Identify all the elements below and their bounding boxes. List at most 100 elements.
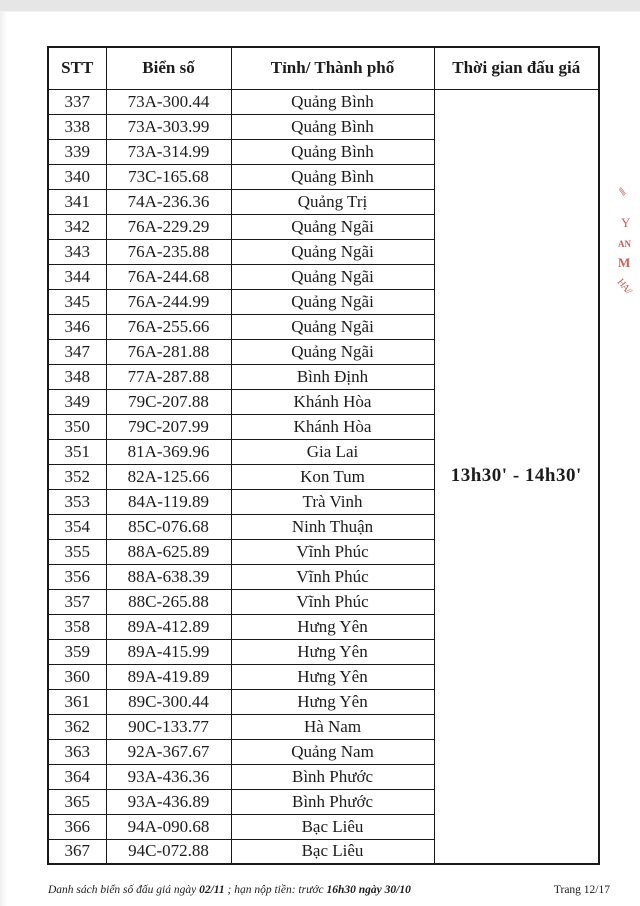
footer-note: Danh sách biển số đấu giá ngày 02/11 ; h…	[48, 884, 411, 896]
scan-edge-left	[0, 12, 7, 906]
row-number-cell: 365	[47, 788, 107, 815]
table-header: STT Biển số Tỉnh/ Thành phố Thời gian đấ…	[47, 46, 600, 90]
row-number-cell: 352	[47, 463, 107, 490]
table-row: 366 94A-090.68 Bạc Liêu	[47, 813, 599, 840]
plate-cell: 94C-072.88	[105, 838, 232, 865]
row-number-cell: 345	[47, 288, 107, 315]
row-number-cell: 363	[47, 738, 107, 765]
row-number-cell: 357	[47, 588, 107, 615]
province-cell: Kon Tum	[230, 463, 435, 490]
table-row: 352 82A-125.66 Kon Tum	[47, 463, 599, 490]
row-number-cell: 361	[47, 688, 107, 715]
table-row: 367 94C-072.88 Bạc Liêu	[47, 838, 599, 865]
table-row: 347 76A-281.88 Quảng Ngãi	[47, 338, 599, 365]
province-cell: Bình Phước	[230, 763, 435, 790]
row-number-cell: 362	[47, 713, 107, 740]
plate-cell: 88C-265.88	[105, 588, 232, 615]
table-row: 346 76A-255.66 Quảng Ngãi	[47, 313, 599, 340]
province-cell: Quảng Ngãi	[230, 288, 435, 315]
plate-cell: 84A-119.89	[105, 488, 232, 515]
province-cell: Khánh Hòa	[230, 413, 435, 440]
plate-cell: 89A-415.99	[105, 638, 232, 665]
plate-cell: 85C-076.68	[105, 513, 232, 540]
stamp-letter: Y	[621, 215, 631, 230]
table-row: 356 88A-638.39 Vĩnh Phúc	[47, 563, 599, 590]
plate-cell: 76A-229.29	[105, 213, 232, 240]
stamp-letter: AN	[618, 239, 631, 249]
row-number-cell: 367	[47, 838, 107, 865]
province-cell: Quảng Trị	[230, 188, 435, 215]
table-row: 363 92A-367.67 Quảng Nam	[47, 738, 599, 765]
row-number-cell: 349	[47, 388, 107, 415]
table-row: 365 93A-436.89 Bình Phước	[47, 788, 599, 815]
row-number-cell: 348	[47, 363, 107, 390]
row-number-cell: 355	[47, 538, 107, 565]
row-number-cell: 360	[47, 663, 107, 690]
header-stt: STT	[47, 46, 107, 90]
province-cell: Quảng Bình	[230, 163, 435, 190]
row-number-cell: 338	[47, 113, 107, 140]
province-cell: Trà Vinh	[230, 488, 435, 515]
row-number-cell: 356	[47, 563, 107, 590]
row-number-cell: 339	[47, 138, 107, 165]
province-cell: Vĩnh Phúc	[230, 588, 435, 615]
header-auction-time: Thời gian đấu giá	[433, 46, 600, 90]
footer-note-text: ; hạn nộp tiền: trước	[224, 884, 327, 896]
table-row: 344 76A-244.68 Quảng Ngãi	[47, 263, 599, 290]
auction-time-cell: 13h30' - 14h30'	[433, 88, 600, 865]
plate-cell: 89C-300.44	[105, 688, 232, 715]
province-cell: Hưng Yên	[230, 688, 435, 715]
province-cell: Quảng Nam	[230, 738, 435, 765]
stamp-hatch-top: ///	[614, 186, 629, 198]
province-cell: Hưng Yên	[230, 638, 435, 665]
table-row: 353 84A-119.89 Trà Vinh	[47, 488, 599, 515]
table-row: 345 76A-244.99 Quảng Ngãi	[47, 288, 599, 315]
auction-table: STT Biển số Tỉnh/ Thành phố Thời gian đấ…	[47, 46, 600, 865]
row-number-cell: 337	[47, 88, 107, 115]
province-cell: Khánh Hòa	[230, 388, 435, 415]
table-row: 339 73A-314.99 Quảng Bình	[47, 138, 599, 165]
province-cell: Hưng Yên	[230, 613, 435, 640]
row-number-cell: 340	[47, 163, 107, 190]
plate-cell: 77A-287.88	[105, 363, 232, 390]
scan-edge-top	[0, 0, 640, 12]
plate-cell: 74A-236.36	[105, 188, 232, 215]
province-cell: Vĩnh Phúc	[230, 563, 435, 590]
province-cell: Quảng Ngãi	[230, 338, 435, 365]
plate-cell: 76A-235.88	[105, 238, 232, 265]
row-number-cell: 350	[47, 413, 107, 440]
plate-cell: 76A-244.99	[105, 288, 232, 315]
plate-cell: 79C-207.88	[105, 388, 232, 415]
row-number-cell: 359	[47, 638, 107, 665]
province-cell: Bạc Liêu	[230, 813, 435, 840]
row-number-cell: 354	[47, 513, 107, 540]
plate-cell: 88A-638.39	[105, 563, 232, 590]
table-row: 338 73A-303.99 Quảng Bình	[47, 113, 599, 140]
plate-cell: 82A-125.66	[105, 463, 232, 490]
row-number-cell: 346	[47, 313, 107, 340]
row-number-cell: 347	[47, 338, 107, 365]
row-number-cell: 343	[47, 238, 107, 265]
province-cell: Quảng Ngãi	[230, 313, 435, 340]
table-row: 340 73C-165.68 Quảng Bình	[47, 163, 599, 190]
plate-cell: 90C-133.77	[105, 713, 232, 740]
header-row: STT Biển số Tỉnh/ Thành phố Thời gian đấ…	[47, 46, 600, 90]
row-number-cell: 344	[47, 263, 107, 290]
province-cell: Quảng Bình	[230, 113, 435, 140]
province-cell: Bình Định	[230, 363, 435, 390]
plate-cell: 76A-281.88	[105, 338, 232, 365]
plate-cell: 93A-436.89	[105, 788, 232, 815]
table-row: 337 73A-300.44 Quảng Bình 13h30' - 14h30'	[47, 88, 600, 865]
header-province: Tỉnh/ Thành phố	[230, 46, 435, 90]
province-cell: Vĩnh Phúc	[230, 538, 435, 565]
row-number-cell: 364	[47, 763, 107, 790]
plate-cell: 94A-090.68	[105, 813, 232, 840]
plate-cell: 93A-436.36	[105, 763, 232, 790]
row-number-cell: 351	[47, 438, 107, 465]
table-row: 364 93A-436.36 Bình Phước	[47, 763, 599, 790]
table-row: 343 76A-235.88 Quảng Ngãi	[47, 238, 599, 265]
row-number-cell: 342	[47, 213, 107, 240]
footer-payment-deadline: 16h30 ngày 30/10	[326, 884, 411, 896]
plate-cell: 88A-625.89	[105, 538, 232, 565]
